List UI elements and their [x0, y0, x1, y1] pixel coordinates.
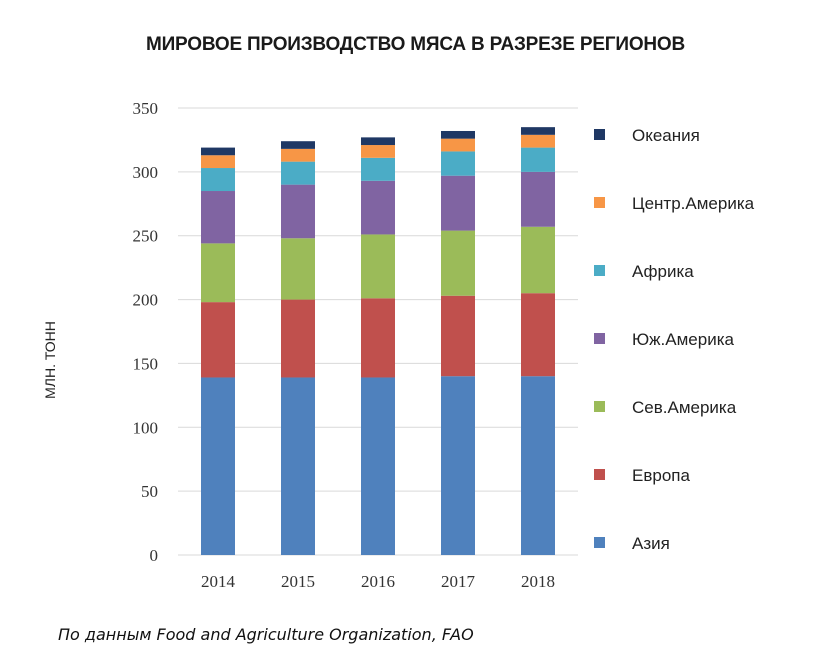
bar-segment — [521, 134, 555, 148]
bar-segment — [521, 293, 555, 377]
bar-segment — [441, 376, 475, 555]
y-tick-label: 150 — [133, 354, 159, 373]
bar-segment — [521, 376, 555, 555]
x-tick-label: 2016 — [361, 572, 395, 591]
source-note: По данным Food and Agriculture Organizat… — [58, 625, 474, 644]
bar-segment — [441, 138, 475, 152]
bar-segment — [201, 243, 235, 303]
bar-segment — [201, 302, 235, 378]
bar-segment — [521, 171, 555, 227]
bar-segment — [281, 299, 315, 378]
x-tick-labels: 2014 2015 2016 2017 2018 — [201, 572, 555, 591]
legend-swatch — [594, 129, 605, 140]
legend-item: Африка — [594, 262, 694, 281]
bar-segment — [281, 148, 315, 162]
legend-item: Океания — [594, 126, 700, 145]
y-tick-label: 300 — [133, 163, 159, 182]
bars — [201, 127, 555, 555]
x-tick-label: 2018 — [521, 572, 555, 591]
bar-segment — [281, 184, 315, 239]
bar-segment — [281, 161, 315, 185]
bar-segment — [361, 157, 395, 181]
bar-segment — [441, 151, 475, 176]
y-tick-labels: 0 50 100 150 200 250 300 350 — [133, 99, 159, 565]
x-tick-label: 2017 — [441, 572, 476, 591]
legend-swatch — [594, 333, 605, 344]
bar-segment — [201, 168, 235, 192]
bar-segment — [201, 377, 235, 555]
legend-item: Юж.Америка — [594, 330, 735, 349]
legend-label: Юж.Америка — [632, 330, 735, 349]
x-tick-label: 2014 — [201, 572, 236, 591]
bar-segment — [521, 226, 555, 294]
legend-swatch — [594, 401, 605, 412]
legend-label: Африка — [632, 262, 694, 281]
x-tick-label: 2015 — [281, 572, 315, 591]
legend-item: Сев.Америка — [594, 398, 737, 417]
y-tick-label: 100 — [133, 418, 159, 437]
bar-segment — [361, 377, 395, 555]
bar-segment — [361, 137, 395, 146]
y-tick-label: 250 — [133, 227, 159, 246]
bar-segment — [521, 127, 555, 135]
bar-segment — [441, 175, 475, 231]
chart-title: МИРОВОЕ ПРОИЗВОДСТВО МЯСА В РАЗРЕЗЕ РЕГИ… — [145, 34, 686, 55]
legend-item: Центр.Америка — [594, 194, 755, 213]
legend-item: Азия — [594, 534, 670, 553]
y-tick-label: 350 — [133, 99, 159, 118]
legend-swatch — [594, 537, 605, 548]
bar-segment — [441, 230, 475, 296]
bar-segment — [201, 191, 235, 244]
legend-item: Европа — [594, 466, 690, 485]
bar-segment — [361, 145, 395, 158]
legend-swatch — [594, 265, 605, 276]
legend: Океания Центр.Америка Африка Юж.Америка Сев.… — [594, 126, 755, 553]
bar-segment — [281, 141, 315, 149]
bar-segment — [521, 147, 555, 172]
bar-segment — [361, 234, 395, 299]
legend-label: Азия — [632, 534, 670, 553]
bar-segment — [281, 238, 315, 300]
bar-segment — [201, 147, 235, 156]
y-tick-label: 200 — [133, 291, 159, 310]
legend-swatch — [594, 197, 605, 208]
legend-label: Центр.Америка — [632, 194, 755, 213]
legend-swatch — [594, 469, 605, 480]
bar-segment — [361, 298, 395, 378]
legend-label: Сев.Америка — [632, 398, 737, 417]
bar-segment — [441, 130, 475, 139]
bar-segment — [281, 377, 315, 555]
bar-segment — [441, 295, 475, 377]
bar-segment — [201, 155, 235, 169]
y-tick-label: 50 — [141, 482, 158, 501]
legend-label: Европа — [632, 466, 690, 485]
bar-segment — [361, 180, 395, 235]
y-tick-label: 0 — [150, 546, 159, 565]
legend-label: Океания — [632, 126, 700, 145]
